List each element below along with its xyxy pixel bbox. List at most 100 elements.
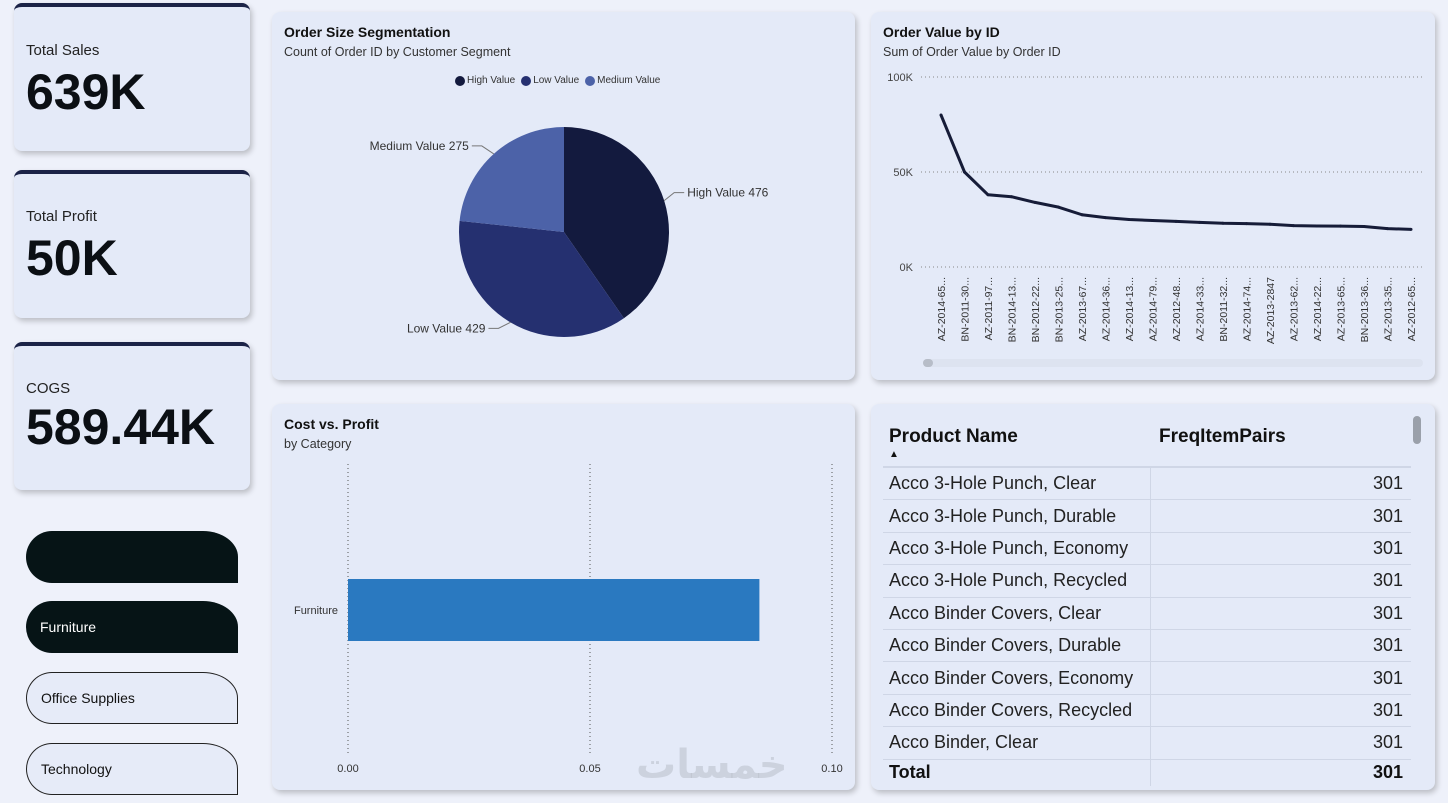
pie-slice-high-value[interactable] (564, 127, 670, 319)
pie-chart-panel: Order Size Segmentation Count of Order I… (272, 12, 855, 380)
x-tick-label: BN-2014-13... (1007, 277, 1019, 342)
kpi-card-total-profit: Total Profit 50K (14, 170, 250, 318)
freq-cell: 301 (1372, 505, 1403, 526)
x-tick-label: AZ-2014-13... (1124, 277, 1136, 341)
order-value-line[interactable] (939, 114, 1412, 231)
x-tick-label: BN-2011-32... (1218, 277, 1230, 342)
line-point (1221, 221, 1225, 225)
kpi-label: COGS (26, 380, 71, 397)
product-name-cell: Acco 3-Hole Punch, Durable (883, 500, 1151, 532)
line-point (1174, 219, 1178, 223)
line-point (1245, 222, 1248, 226)
x-tick-label: AZ-2014-36... (1101, 277, 1113, 341)
pie-data-label: Low Value 429 (407, 321, 486, 335)
kpi-value: 639K (26, 64, 146, 120)
pie-slice-medium-value[interactable] (459, 127, 564, 232)
pie-leader-line (488, 321, 511, 329)
x-tick-label: 0.00 (337, 763, 358, 775)
product-table-panel: Product Name ▲ FreqItemPairs Acco 3-Hole… (871, 404, 1435, 790)
x-tick-label: AZ-2012-48... (1171, 277, 1183, 341)
table-row[interactable]: Acco Binder Covers, Recycled 301 (883, 694, 1411, 728)
table-header: Product Name ▲ FreqItemPairs (883, 416, 1411, 468)
column-header-product-name[interactable]: Product Name ▲ (883, 416, 1151, 466)
watermark: خمسات (636, 742, 788, 788)
table-row[interactable]: Acco 3-Hole Punch, Durable 301 (883, 500, 1411, 533)
freq-cell: 301 (1372, 537, 1403, 558)
slicer-item-label: Technology (41, 761, 112, 777)
x-tick-label: BN-2012-22... (1030, 277, 1042, 342)
product-name-cell: Acco Binder Covers, Durable (883, 629, 1151, 662)
pie-leader-line (663, 192, 685, 202)
kpi-value: 589.44K (26, 399, 216, 455)
pie-chart: High Value 476 Low Value 429 Medium Value … (370, 127, 769, 338)
line-point (1362, 225, 1366, 229)
freq-cell: 301 (1372, 732, 1403, 753)
x-tick-label: 0.10 (821, 763, 842, 775)
x-tick-label: AZ-2014-33... (1195, 277, 1207, 341)
table-row[interactable]: Acco Binder, Clear 301 (883, 727, 1411, 760)
line-point (1198, 220, 1201, 224)
kpi-value: 50K (26, 230, 118, 286)
legend-item-high[interactable]: High Value (455, 75, 515, 86)
panel-title: Cost vs. Profit (284, 416, 379, 432)
product-name-cell: Acco 3-Hole Punch, Recycled (883, 565, 1151, 597)
x-tick-label: AZ-2014-79... (1148, 277, 1160, 341)
x-tick-label: 0.05 (579, 763, 600, 775)
slicer-item-furniture[interactable]: Furniture (26, 601, 238, 653)
pie-data-label: High Value 476 (687, 186, 768, 200)
legend-swatch (585, 75, 596, 86)
bar-chart: 0.00 0.05 0.10 Furniture (294, 464, 843, 775)
legend-label: Low Value (533, 75, 580, 86)
freq-cell: 301 (1372, 473, 1403, 494)
bar-chart-panel: Cost vs. Profit by Category 0.00 0.05 0.10… (272, 404, 855, 790)
x-tick-label: AZ-2013-2847 (1265, 277, 1277, 344)
legend-swatch (455, 75, 465, 86)
table-row[interactable]: Acco Binder Covers, Clear 301 (883, 597, 1411, 630)
pie-slice-low-value[interactable] (459, 220, 624, 338)
horizontal-scrollbar[interactable] (923, 359, 1423, 367)
slicer-item-technology[interactable]: Technology (26, 743, 238, 795)
line-point (1104, 216, 1107, 220)
slicer-item-blank[interactable] (26, 531, 238, 583)
product-name-cell: Acco 3-Hole Punch, Economy (883, 532, 1151, 565)
line-point (1080, 213, 1084, 217)
line-point (986, 193, 990, 197)
x-tick-label: AZ-2013-35... (1383, 277, 1395, 341)
line-chart: 100K 50K 0K AZ-2014-65... BN-2011-30... AZ-20… (887, 72, 1423, 344)
legend-item-low[interactable]: Low Value (521, 75, 579, 86)
legend-swatch (521, 75, 532, 86)
slicer-item-label: Office Supplies (41, 690, 135, 706)
scrollbar-thumb[interactable] (923, 359, 933, 367)
panel-subtitle: Sum of Order Value by Order ID (883, 45, 1061, 59)
line-point (1151, 218, 1154, 222)
x-tick-label: AZ-2013-67... (1077, 277, 1089, 341)
table-row[interactable]: Acco 3-Hole Punch, Clear 301 (883, 468, 1411, 501)
panel-subtitle: Count of Order ID by Customer Segment (284, 45, 511, 59)
panel-title: Order Size Segmentation (284, 24, 451, 40)
x-tick-label: AZ-2013-62... (1289, 277, 1301, 341)
pie-data-label: Medium Value 275 (370, 139, 469, 153)
vertical-scrollbar[interactable] (1413, 416, 1421, 444)
column-header-label: Product Name (889, 426, 1018, 447)
line-point (1409, 227, 1413, 231)
line-point (1315, 224, 1319, 228)
line-point (963, 170, 966, 174)
freq-cell: 301 (1372, 570, 1403, 591)
table-row[interactable]: Acco Binder Covers, Economy 301 (883, 662, 1411, 695)
column-header-freqitempairs[interactable]: FreqItemPairs (1151, 416, 1411, 466)
freq-cell: 301 (1372, 635, 1403, 656)
panel-title: Order Value by ID (883, 24, 1000, 40)
table-row[interactable]: Acco Binder Covers, Durable 301 (883, 629, 1411, 663)
line-point (1268, 222, 1272, 226)
legend-item-medium[interactable]: Medium Value (585, 75, 660, 86)
product-name-cell: Acco Binder Covers, Economy (883, 662, 1151, 694)
table-row[interactable]: Acco 3-Hole Punch, Economy 301 (883, 532, 1411, 566)
product-table: Product Name ▲ FreqItemPairs Acco 3-Hole… (883, 416, 1411, 786)
line-point (939, 113, 943, 117)
slicer-item-office-supplies[interactable]: Office Supplies (26, 672, 238, 724)
x-tick-label: AZ-2014-22... (1312, 277, 1324, 341)
table-total-row: Total 301 (883, 759, 1411, 786)
table-row[interactable]: Acco 3-Hole Punch, Recycled 301 (883, 565, 1411, 598)
sort-ascending-icon: ▲ (889, 449, 899, 460)
bar-furniture[interactable] (348, 579, 760, 641)
